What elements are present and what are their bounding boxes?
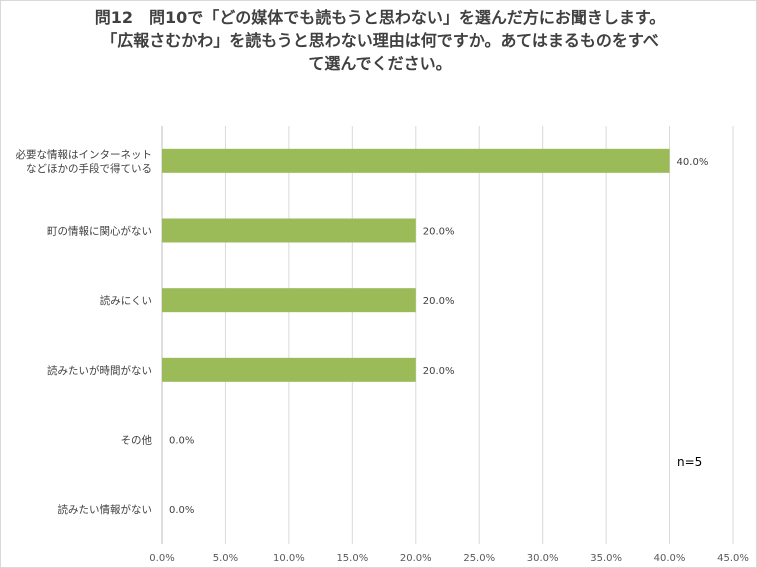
category-label: 読みたい情報がない: [58, 503, 153, 516]
x-tick-label: 0.0%: [149, 553, 174, 564]
title-line-3: て選んでください。: [308, 54, 452, 73]
data-label: 0.0%: [169, 505, 194, 516]
bar: [162, 148, 670, 173]
x-tick-label: 40.0%: [654, 553, 686, 564]
category-label: その他: [121, 434, 153, 447]
x-tick-label: 45.0%: [717, 553, 749, 564]
category-label: 必要な情報はインターネット: [16, 148, 153, 161]
category-label: 町の情報に関心がない: [47, 225, 152, 238]
x-tick-label: 5.0%: [213, 553, 238, 564]
x-tick-label: 10.0%: [273, 553, 305, 564]
data-label: 20.0%: [423, 296, 455, 307]
x-tick-label: 15.0%: [336, 553, 368, 564]
x-tick-label: 25.0%: [463, 553, 495, 564]
bar: [162, 288, 416, 313]
sample-size-note: n=5: [677, 455, 703, 469]
chart-title: 問12 問10で「どの媒体でも読もうと思わない」を選んだ方にお聞きします。 「広…: [60, 6, 700, 75]
category-label: 読みにくい: [100, 294, 152, 307]
bar: [162, 357, 416, 382]
x-tick-label: 30.0%: [527, 553, 559, 564]
title-line-2: 「広報さむかわ」を読もうと思わない理由は何ですか。あてはまるものをすべ: [101, 31, 659, 50]
data-label: 20.0%: [423, 227, 455, 238]
data-label: 40.0%: [677, 157, 709, 168]
data-label: 0.0%: [169, 436, 194, 447]
x-tick-label: 20.0%: [400, 553, 432, 564]
category-label: 読みたいが時間がない: [47, 364, 152, 377]
data-label: 20.0%: [423, 366, 455, 377]
category-label: などほかの手段で得ている: [26, 162, 152, 175]
x-tick-label: 35.0%: [590, 553, 622, 564]
bar: [162, 218, 416, 243]
title-line-1: 問12 問10で「どの媒体でも読もうと思わない」を選んだ方にお聞きします。: [94, 8, 666, 27]
